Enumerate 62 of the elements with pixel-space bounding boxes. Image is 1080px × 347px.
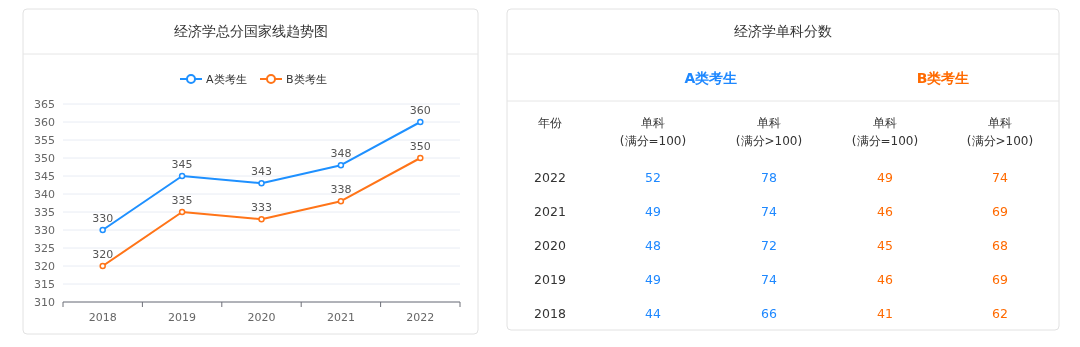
data-label: 41 <box>877 306 893 321</box>
data-label: 45 <box>877 238 893 253</box>
x-tick-label: 2018 <box>88 311 117 324</box>
data-label: 74 <box>992 170 1008 185</box>
data-label: 68 <box>992 238 1008 253</box>
data-label: 69 <box>992 272 1008 287</box>
data-label: 350 <box>409 140 431 153</box>
x-tick-label: 2019 <box>168 311 197 324</box>
data-label: 66 <box>761 306 777 321</box>
data-label: 49 <box>877 170 893 185</box>
data-label: 335 <box>171 194 193 207</box>
data-label: 49 <box>645 272 661 287</box>
y-tick-label: 360 <box>34 116 55 129</box>
y-tick-label: 2019 <box>534 272 566 287</box>
y-tick-label: 355 <box>34 134 55 147</box>
data-label: 49 <box>645 204 661 219</box>
y-tick-label: 330 <box>34 224 55 237</box>
y-tick-label: 340 <box>34 188 55 201</box>
y-tick-label: 320 <box>34 260 55 273</box>
y-tick-label: 345 <box>34 170 55 183</box>
y-tick-label: 325 <box>34 242 55 255</box>
x-tick-label: 2020 <box>247 311 276 324</box>
x-tick-label: 单科(满分=100) <box>619 116 687 148</box>
y-tick-label: 350 <box>34 152 55 165</box>
y-tick-label: 315 <box>34 278 55 291</box>
chart-title: 经济学单科分数 <box>734 23 832 39</box>
legend-label: B类考生 <box>286 73 327 86</box>
data-label: 320 <box>92 248 114 261</box>
data-label: 348 <box>330 147 352 161</box>
data-label: 46 <box>877 272 893 287</box>
data-label: 330 <box>92 212 114 225</box>
legend-label: A类考生 <box>206 73 247 86</box>
data-label: 46 <box>877 204 893 219</box>
x-tick-label: 2022 <box>406 311 435 324</box>
data-label: 62 <box>992 306 1008 321</box>
data-label: 44 <box>645 306 661 321</box>
x-tick-label: 单科(满分=100) <box>851 116 919 148</box>
data-label: 69 <box>992 204 1008 219</box>
text: A类考生 <box>684 70 738 86</box>
x-tick-label: 2021 <box>326 311 355 324</box>
data-label: 360 <box>409 104 431 117</box>
text: B类考生 <box>916 70 970 86</box>
y-tick-label: 365 <box>34 98 55 111</box>
data-label: 345 <box>171 158 193 171</box>
y-axis-title: 年份 <box>538 116 562 130</box>
y-tick-label: 2021 <box>534 204 566 219</box>
data-label: 48 <box>645 238 661 253</box>
x-tick-label: 单科(满分>100) <box>966 116 1034 148</box>
data-label: 72 <box>761 238 777 253</box>
data-label: 52 <box>645 170 661 185</box>
y-tick-label: 335 <box>34 206 55 219</box>
data-label: 74 <box>761 204 777 219</box>
data-label: 338 <box>330 183 352 197</box>
data-label: 343 <box>251 165 272 179</box>
data-label: 333 <box>251 201 272 215</box>
y-tick-label: 310 <box>34 296 55 309</box>
data-label: 74 <box>761 272 777 287</box>
y-tick-label: 2020 <box>534 238 566 253</box>
data-label: 78 <box>761 170 777 185</box>
x-tick-label: 单科(满分>100) <box>735 116 803 148</box>
chart-title: 经济学总分国家线趋势图 <box>173 23 328 39</box>
y-tick-label: 2022 <box>534 170 566 185</box>
